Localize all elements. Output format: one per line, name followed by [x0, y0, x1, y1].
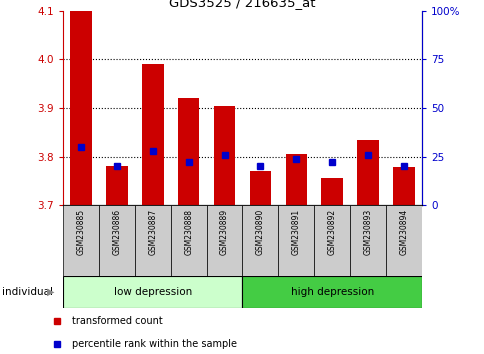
- Bar: [63, 276, 242, 308]
- Text: GSM230894: GSM230894: [399, 209, 408, 255]
- Text: GSM230890: GSM230890: [256, 209, 264, 255]
- Text: ▶: ▶: [47, 287, 55, 297]
- Bar: [278, 205, 314, 276]
- Text: high depression: high depression: [290, 287, 373, 297]
- Bar: [70, 11, 91, 205]
- Title: GDS3525 / 216635_at: GDS3525 / 216635_at: [169, 0, 315, 10]
- Bar: [314, 205, 349, 276]
- Bar: [242, 276, 421, 308]
- Bar: [249, 171, 271, 205]
- Text: GSM230893: GSM230893: [363, 209, 372, 255]
- Bar: [213, 105, 235, 205]
- Text: GSM230888: GSM230888: [184, 209, 193, 255]
- Bar: [135, 205, 170, 276]
- Text: transformed count: transformed count: [72, 316, 162, 326]
- Text: percentile rank within the sample: percentile rank within the sample: [72, 339, 236, 349]
- Text: low depression: low depression: [113, 287, 192, 297]
- Text: GSM230891: GSM230891: [291, 209, 300, 255]
- Bar: [385, 205, 421, 276]
- Bar: [178, 98, 199, 205]
- Bar: [63, 205, 99, 276]
- Bar: [106, 166, 127, 205]
- Text: individual: individual: [2, 287, 53, 297]
- Bar: [349, 205, 385, 276]
- Text: GSM230886: GSM230886: [112, 209, 121, 255]
- Text: GSM230887: GSM230887: [148, 209, 157, 255]
- Bar: [142, 64, 163, 205]
- Bar: [170, 205, 206, 276]
- Bar: [285, 154, 306, 205]
- Text: GSM230885: GSM230885: [76, 209, 85, 255]
- Text: GSM230892: GSM230892: [327, 209, 336, 255]
- Bar: [242, 205, 278, 276]
- Bar: [321, 178, 342, 205]
- Bar: [206, 205, 242, 276]
- Text: GSM230889: GSM230889: [220, 209, 228, 255]
- Bar: [99, 205, 135, 276]
- Bar: [393, 167, 414, 205]
- Bar: [357, 139, 378, 205]
